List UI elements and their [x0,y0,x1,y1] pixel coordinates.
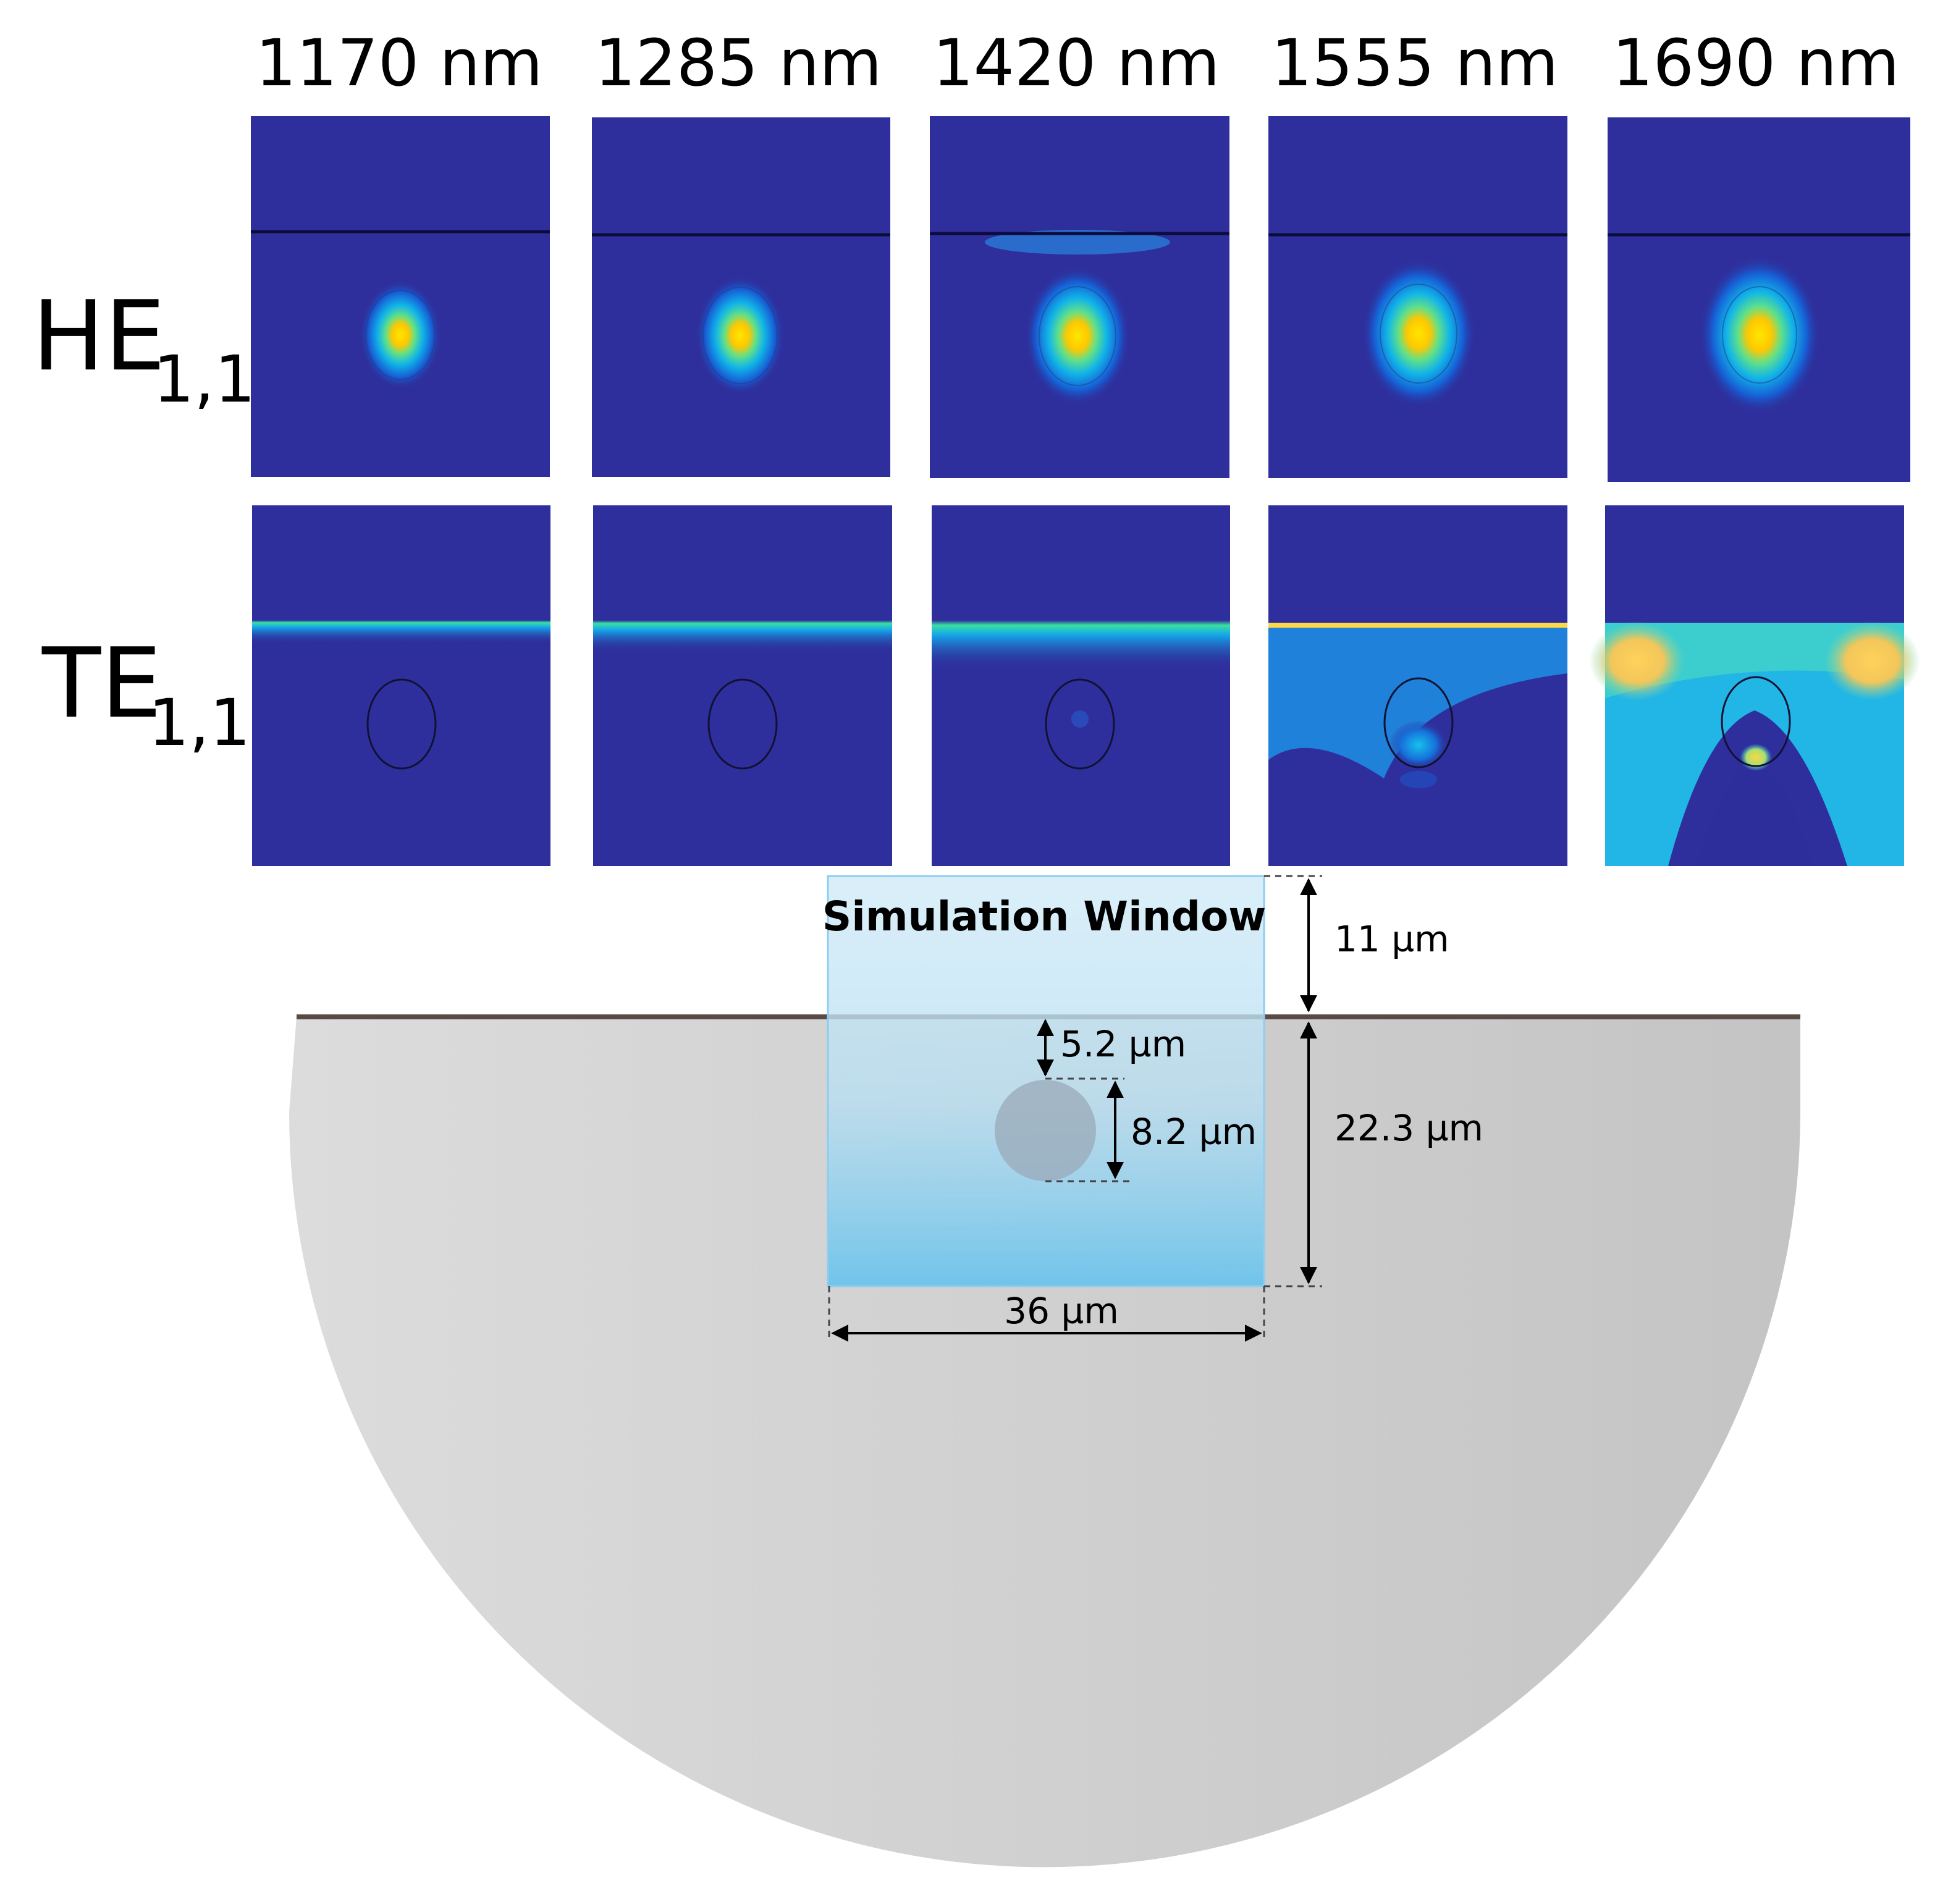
fiber-core [995,1080,1096,1181]
te11-row [252,505,1920,866]
he11-row [251,116,1910,482]
mode-label-te11: TE 1,1 [41,627,250,760]
te11-panel-1555 [1268,505,1567,866]
he11-panel-1690 [1608,117,1910,482]
dim-width-label: 36 µm [1004,1290,1119,1332]
wavelength-label-3: 1420 nm [933,25,1220,101]
wavelength-label-5: 1690 nm [1613,25,1900,101]
te11-panel-1690 [1589,505,1920,866]
fiber-schematic: Simulation Window [289,875,1800,1868]
wavelength-headers: 1170 nm 1285 nm 1420 nm 1555 nm 1690 nm [256,25,1900,101]
dimension-annotations: 11 µm 5.2 µm 8.2 µm 22.3 µm 36 µm [828,875,1483,1342]
he11-panel-1170 [251,116,550,477]
dim-bottom-group: 22.3 µm [1264,1021,1483,1287]
te11-panel-1420 [932,505,1230,866]
dim-top-label: 11 µm [1335,918,1449,960]
fiber-half-disk [289,1017,1800,1868]
simulation-window-label: Simulation Window [822,893,1267,940]
te11-panel-1285 [593,505,892,866]
wavelength-label-1: 1170 nm [256,25,543,101]
dim-bottom-label: 22.3 µm [1335,1107,1483,1149]
he11-panel-1420 [930,116,1229,478]
he11-panel-1285 [592,117,890,477]
mode-he-base: HE [32,280,166,392]
dim-width-group: 36 µm [828,1286,1265,1342]
mode-label-he11: HE 1,1 [32,280,255,417]
dim-top-group: 11 µm [1264,875,1449,1013]
te11-panel-1170 [252,505,550,866]
dim-depth-label: 5.2 µm [1060,1023,1186,1065]
mode-he-sub: 1,1 [153,342,255,417]
dim-depth-group: 5.2 µm [1037,1019,1186,1080]
dim-core-label: 8.2 µm [1131,1111,1257,1153]
wavelength-label-2: 1285 nm [595,25,882,101]
dim-core-group: 8.2 µm [1045,1080,1257,1182]
mode-te-sub: 1,1 [148,685,250,760]
wavelength-label-4: 1555 nm [1271,25,1559,101]
he11-panel-1555 [1268,116,1567,478]
mode-te-base: TE [41,627,162,739]
